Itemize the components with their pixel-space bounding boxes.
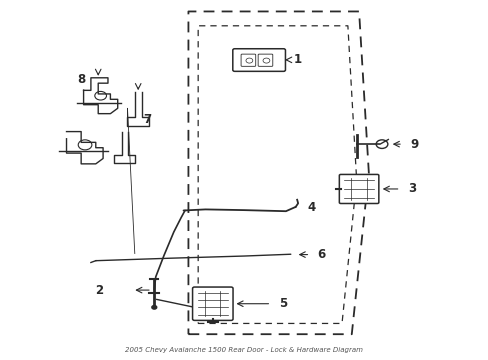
Circle shape — [152, 306, 157, 309]
Text: 1: 1 — [293, 53, 301, 66]
FancyBboxPatch shape — [192, 287, 233, 320]
Text: 2005 Chevy Avalanche 1500 Rear Door - Lock & Hardware Diagram: 2005 Chevy Avalanche 1500 Rear Door - Lo… — [125, 347, 363, 353]
FancyBboxPatch shape — [241, 54, 255, 66]
Text: 3: 3 — [407, 183, 415, 195]
Text: 7: 7 — [142, 113, 151, 126]
FancyBboxPatch shape — [339, 175, 378, 203]
FancyBboxPatch shape — [258, 54, 272, 66]
Text: 9: 9 — [409, 138, 418, 150]
Text: 5: 5 — [278, 297, 286, 310]
Text: 4: 4 — [307, 202, 316, 215]
FancyBboxPatch shape — [232, 49, 285, 71]
Text: 6: 6 — [317, 248, 325, 261]
Text: 8: 8 — [77, 73, 85, 86]
Text: 2: 2 — [95, 284, 103, 297]
